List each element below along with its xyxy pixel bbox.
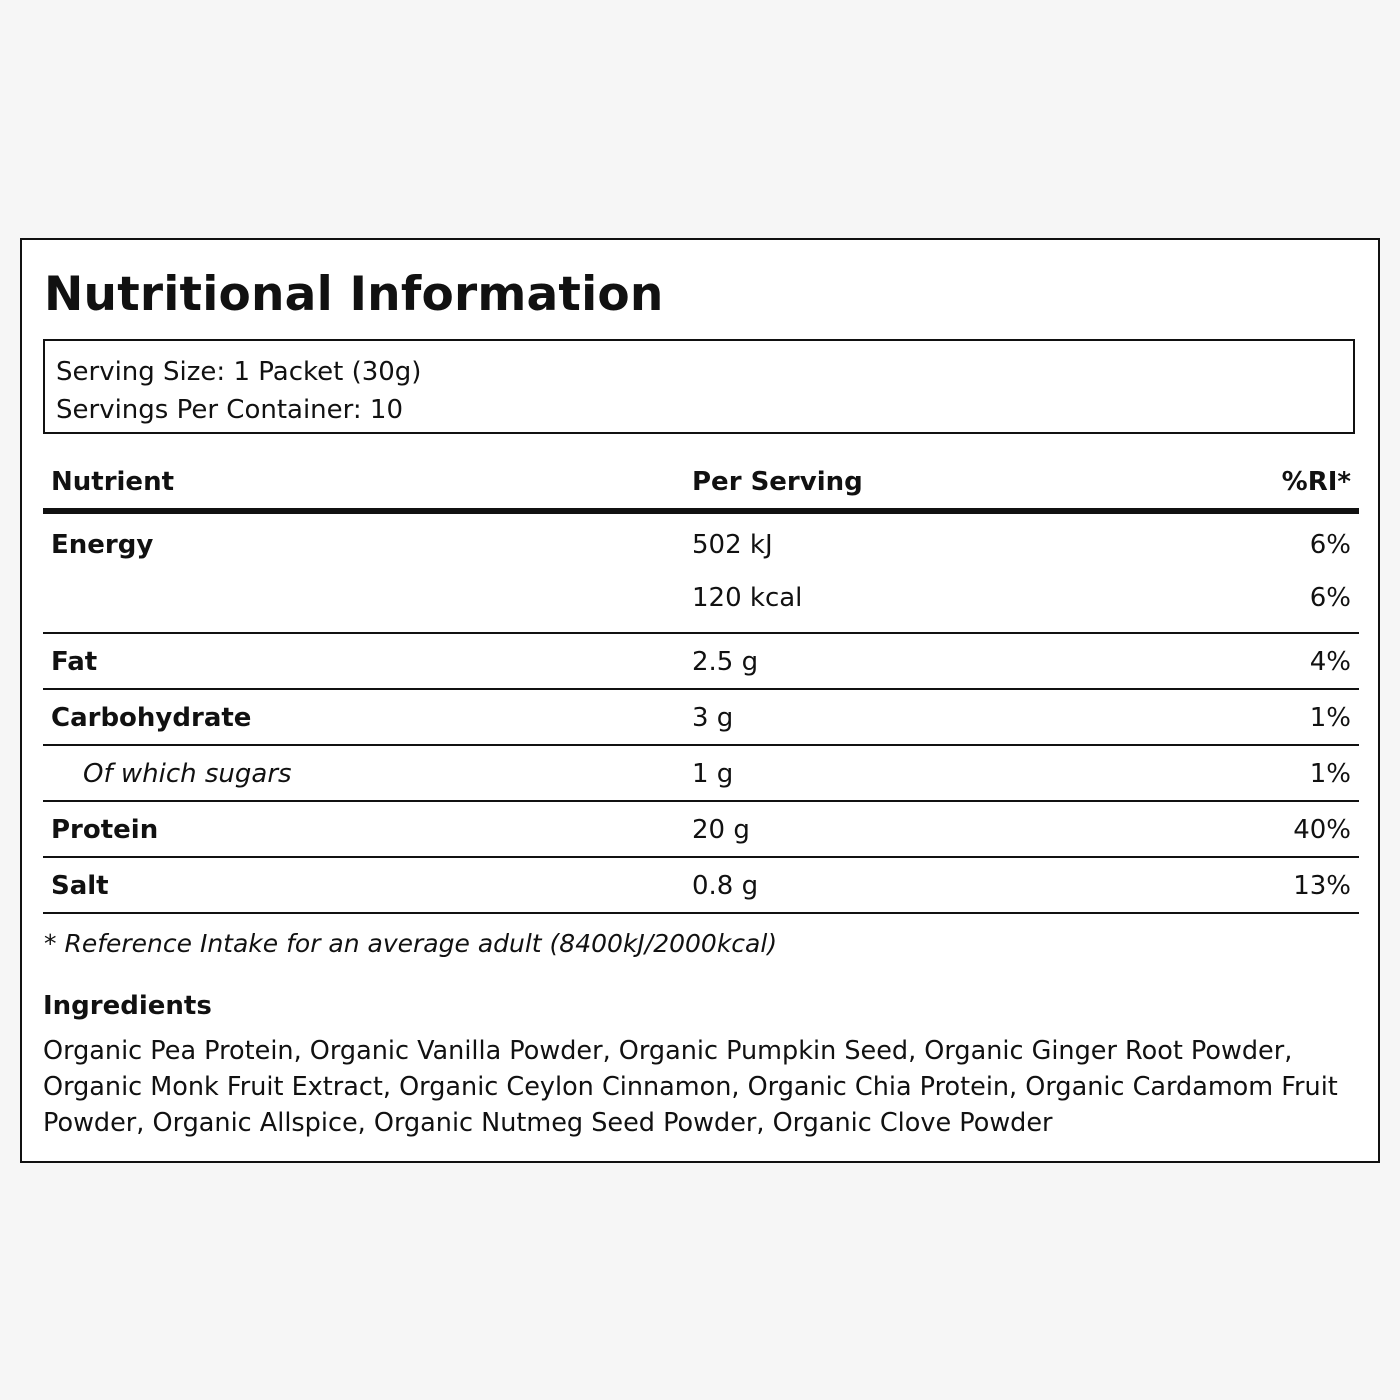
serving-info-box: Serving Size: 1 Packet (30g) Servings Pe… — [43, 339, 1355, 434]
nutrient-value: 3 g — [692, 703, 734, 733]
table-header: Nutrient Per Serving %RI* — [43, 456, 1359, 514]
nutrient-value: 0.8 g — [692, 871, 759, 901]
table-row-sugars: Of which sugars 1 g 1% — [43, 746, 1359, 802]
table-row-carbohydrate: Carbohydrate 3 g 1% — [43, 690, 1359, 746]
table-row-protein: Protein 20 g 40% — [43, 802, 1359, 858]
nutrient-ri: 4% — [1309, 647, 1351, 677]
table-row-fat: Fat 2.5 g 4% — [43, 634, 1359, 690]
nutrient-name: Of which sugars — [83, 759, 292, 789]
nutrient-name: Energy — [51, 530, 154, 560]
servings-per-container: Servings Per Container: 10 — [56, 395, 404, 425]
energy-kcal-ri: 6% — [1309, 583, 1351, 613]
nutrient-name: Salt — [51, 871, 109, 901]
nutrient-value: 2.5 g — [692, 647, 759, 677]
ingredients-heading: Ingredients — [43, 991, 212, 1021]
nutrient-name: Fat — [51, 647, 98, 677]
nutrient-value: 1 g — [692, 759, 734, 789]
nutrient-value: 20 g — [692, 815, 750, 845]
table-row-energy: Energy 502 kJ 6% 120 kcal 6% — [43, 514, 1359, 634]
table-row-salt: Salt 0.8 g 13% — [43, 858, 1359, 914]
header-ri: %RI* — [1281, 467, 1351, 497]
energy-kj-value: 502 kJ — [692, 530, 773, 560]
ri-footnote: * Reference Intake for an average adult … — [44, 929, 778, 958]
label-title: Nutritional Information — [44, 267, 664, 322]
nutrition-label-panel: Nutritional Information Serving Size: 1 … — [20, 238, 1380, 1163]
nutrient-ri: 40% — [1293, 815, 1351, 845]
header-nutrient: Nutrient — [51, 467, 175, 497]
nutrient-ri: 1% — [1309, 703, 1351, 733]
nutrient-name: Protein — [51, 815, 159, 845]
header-per-serving: Per Serving — [692, 467, 863, 497]
serving-size: Serving Size: 1 Packet (30g) — [56, 357, 422, 387]
ingredients-list: Organic Pea Protein, Organic Vanilla Pow… — [43, 1036, 1338, 1138]
nutrient-ri: 1% — [1309, 759, 1351, 789]
energy-kcal-value: 120 kcal — [692, 583, 803, 613]
energy-kj-ri: 6% — [1309, 530, 1351, 560]
nutrient-ri: 13% — [1293, 871, 1351, 901]
nutrient-name: Carbohydrate — [51, 703, 252, 733]
nutrition-table: Nutrient Per Serving %RI* Energy 502 kJ … — [43, 456, 1359, 914]
